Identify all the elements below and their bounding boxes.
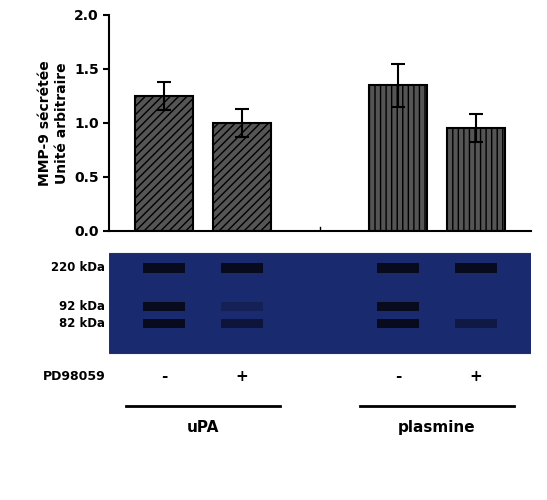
Text: PD98059: PD98059 bbox=[43, 370, 105, 384]
FancyBboxPatch shape bbox=[109, 252, 531, 354]
Y-axis label: MMP-9 sécrétée
Unité arbitraire: MMP-9 sécrétée Unité arbitraire bbox=[38, 60, 69, 186]
Bar bbox=[377, 302, 419, 311]
Bar bbox=[377, 262, 419, 272]
Bar bbox=[213, 123, 271, 230]
Bar bbox=[143, 302, 185, 311]
Bar bbox=[455, 262, 497, 272]
Text: +: + bbox=[470, 370, 482, 384]
Text: uPA: uPA bbox=[187, 420, 219, 434]
Bar bbox=[377, 319, 419, 328]
Bar bbox=[369, 85, 427, 231]
Bar bbox=[455, 319, 497, 328]
Text: -: - bbox=[395, 370, 401, 384]
Text: +: + bbox=[236, 370, 248, 384]
Text: 82 kDa: 82 kDa bbox=[59, 317, 105, 330]
Bar bbox=[221, 302, 263, 311]
Bar bbox=[143, 262, 185, 272]
Text: 220 kDa: 220 kDa bbox=[51, 261, 105, 274]
Bar bbox=[221, 262, 263, 272]
Text: -: - bbox=[161, 370, 167, 384]
Bar bbox=[135, 96, 193, 230]
Bar bbox=[143, 319, 185, 328]
Text: plasmine: plasmine bbox=[398, 420, 476, 434]
Bar bbox=[221, 319, 263, 328]
Text: 92 kDa: 92 kDa bbox=[59, 300, 105, 313]
Bar bbox=[447, 128, 505, 230]
